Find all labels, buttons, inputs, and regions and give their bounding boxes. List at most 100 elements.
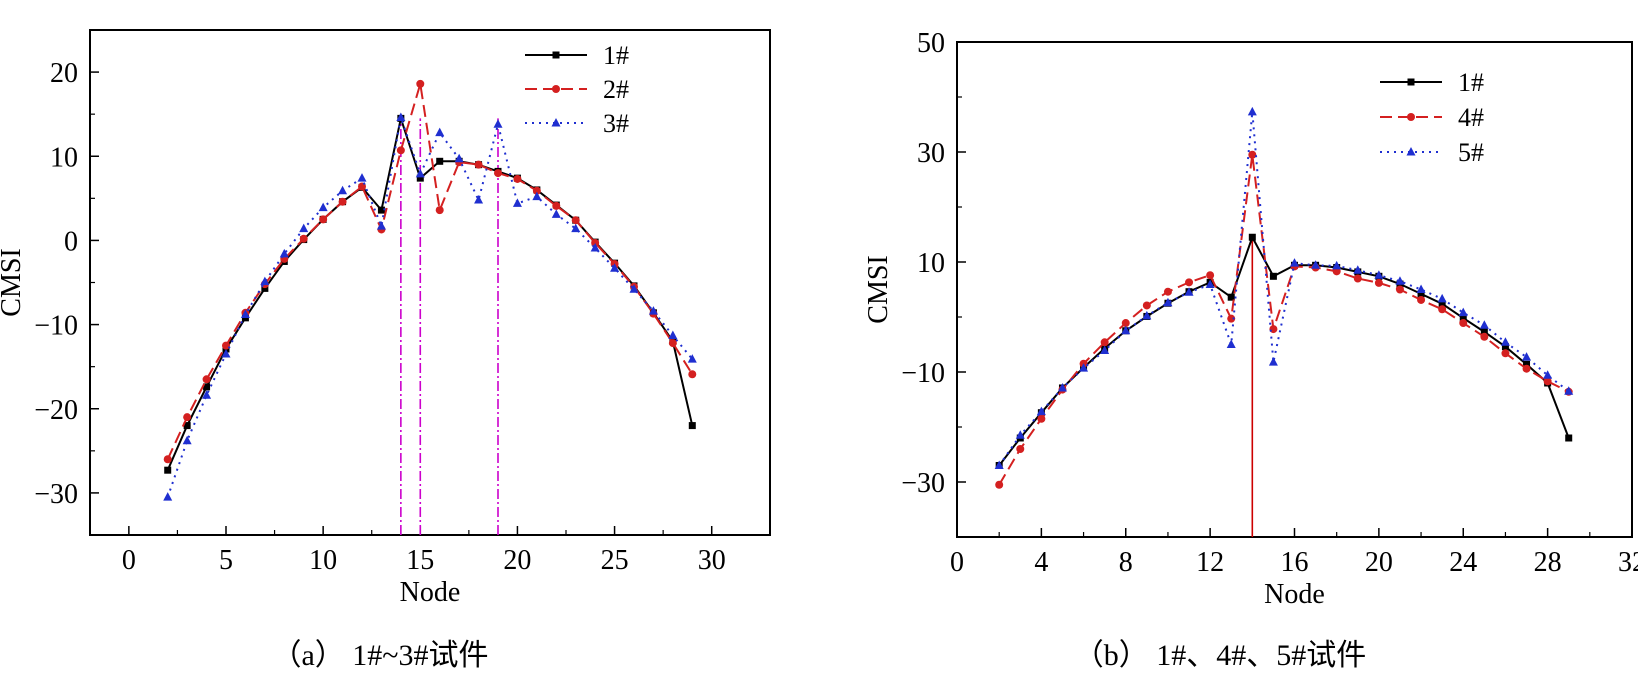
panel-a-legend-marker [551, 118, 561, 127]
panel-a-series-3 [163, 112, 697, 501]
panel-b-data-point [1395, 276, 1405, 285]
panel-b-data-point [1290, 258, 1299, 267]
panel-a-data-point [648, 306, 658, 315]
panel-b-data-point [1458, 307, 1468, 317]
panel-b-data-point [1332, 260, 1342, 270]
panel-a-x-tick-label: 30 [698, 545, 726, 576]
panel-b-legend-label: 1# [1458, 68, 1484, 97]
panel-a-data-point [299, 234, 308, 243]
panel-b-data-point [1269, 325, 1278, 334]
panel-b-data-point [995, 480, 1004, 489]
panel-a-x-tick-label: 5 [219, 545, 233, 576]
panel-b-data-point [1163, 287, 1172, 296]
panel-a-data-point [551, 209, 561, 218]
panel-b-data-point [1543, 377, 1552, 386]
panel-a-data-point [532, 191, 542, 201]
panel-a-data-point [571, 223, 581, 233]
panel-a-data-point [454, 153, 464, 163]
panel-b-series-2 [995, 150, 1573, 489]
panel-b-data-point [1480, 332, 1489, 341]
panel-a-data-point [687, 354, 697, 363]
panel-b-x-axis-title: Node [1264, 579, 1325, 610]
panel-a-y-tick-label: 0 [64, 226, 78, 257]
panel-b-data-point [1523, 360, 1531, 368]
panel-b-data-point [1036, 406, 1046, 416]
panel-b-x-tick-label: 8 [1119, 547, 1133, 578]
panel-a-legend-label: 1# [603, 41, 629, 70]
panel-b-x-tick-label: 0 [950, 547, 964, 578]
panel-b-data-point [1227, 293, 1235, 301]
caption-a: （a） 1#~3#试件 [271, 639, 488, 672]
panel-a-y-axis-title: CMSI [0, 248, 27, 316]
panel-a-data-point [183, 422, 191, 430]
panel-b-data-point [1142, 310, 1152, 320]
panel-b-series-line [998, 154, 1570, 486]
panel-a-data-point [202, 375, 211, 384]
panel-b-data-point [1416, 284, 1426, 293]
panel-b-data-point [1184, 287, 1194, 296]
panel-b: 0 4 8 12 16 20 24 28 32 −30 −10 10 30 50 Node CMSI 1# 4# 5… [863, 28, 1638, 610]
panel-b-y-tick-label: 10 [917, 248, 945, 279]
panel-b-data-point [1501, 349, 1510, 358]
panel-b-data-point [1522, 352, 1532, 361]
panel-b-series-line [998, 234, 1570, 467]
panel-b-data-point [1206, 271, 1215, 280]
panel-b-x-tick-label: 24 [1449, 547, 1477, 578]
panel-a-data-point [182, 435, 192, 445]
panel-b-data-point [1480, 328, 1488, 336]
panel-b-data-point [1501, 343, 1509, 351]
panel-a-data-point [221, 349, 231, 358]
panel-b-series-3 [994, 106, 1574, 469]
caption-b: （b） 1#、4#、5#试件 [1074, 639, 1367, 672]
panel-b-data-point [1247, 106, 1257, 116]
panel-a-data-point [163, 492, 173, 501]
panel-a-legend-marker [552, 51, 560, 59]
panel-b-data-point [1374, 270, 1384, 279]
panel-b-data-point [1459, 319, 1468, 328]
panel-b-legend-marker [1406, 147, 1416, 156]
panel-a: 0 5 10 15 20 25 30 −30 −20 −10 0 10 20 Node CMSI 1# 2# 3# [0, 29, 771, 608]
panel-b-data-point [1395, 285, 1404, 294]
panel-a-data-point [415, 168, 425, 178]
panel-a-data-point [376, 221, 386, 230]
panel-b-data-point [1163, 297, 1173, 307]
panel-b-y-tick-label: 50 [917, 28, 945, 59]
panel-a-data-point [260, 276, 270, 286]
panel-a-data-point [396, 112, 406, 122]
panel-b-data-point [1100, 338, 1109, 347]
panel-a-data-point [474, 195, 484, 204]
panel-a-data-point [240, 309, 250, 318]
panel-a-data-point [416, 174, 424, 182]
panel-b-x-tick-label: 20 [1365, 547, 1393, 578]
panel-b-series-1 [995, 233, 1573, 469]
panel-a-y-tick-label: −10 [34, 311, 78, 342]
panel-a-data-point [668, 339, 677, 348]
panel-a-series-line [166, 114, 694, 471]
panel-a-data-point [688, 370, 697, 379]
panel-a-data-point [493, 119, 503, 128]
panel-a-x-axis-title: Node [400, 577, 461, 608]
panel-a-data-point [396, 146, 405, 155]
panel-b-x-tick-label: 28 [1534, 547, 1562, 578]
panel-a-series-1 [164, 114, 696, 474]
panel-a-x-tick-label: 25 [601, 545, 629, 576]
panel-a-data-point [299, 223, 309, 233]
panel-a-data-point [203, 383, 211, 391]
panel-a-data-point [513, 174, 522, 183]
panel-b-plot-frame [956, 41, 1633, 538]
panel-b-data-point [1226, 339, 1236, 348]
panel-a-data-point [261, 284, 269, 292]
panel-a-x-tick-label: 0 [122, 545, 136, 576]
panel-a-data-point [222, 341, 230, 350]
panel-a-data-point [532, 186, 541, 195]
panel-a-x-tick-label: 10 [309, 545, 337, 576]
panel-b-data-point [1565, 434, 1573, 442]
panel-b-data-point [1417, 290, 1425, 298]
panel-a-data-point [338, 197, 347, 206]
panel-b-data-point [1353, 265, 1363, 274]
panel-b-data-point [1248, 150, 1257, 159]
panel-b-data-point [1268, 357, 1278, 366]
panel-b-x-tick-label: 4 [1034, 547, 1048, 578]
panel-b-data-point [1057, 382, 1067, 392]
panel-b-x-tick-label: 12 [1196, 547, 1224, 578]
